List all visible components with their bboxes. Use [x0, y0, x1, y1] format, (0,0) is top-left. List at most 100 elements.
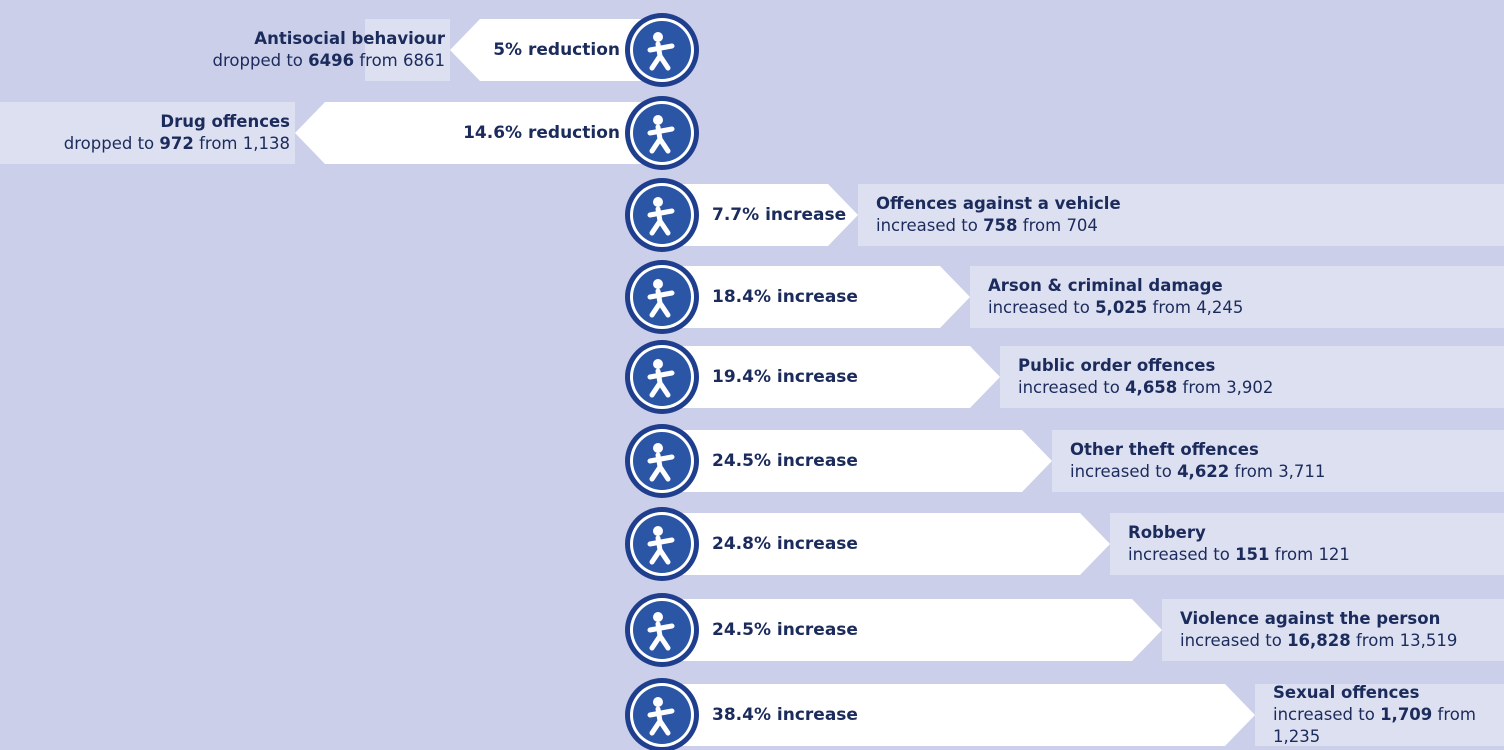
change: 18.4% increase	[712, 287, 858, 307]
previous-count: 6861	[403, 51, 445, 70]
previous-count: 1,235	[1273, 727, 1321, 746]
offence-label: Arson & criminal damage increased to 5,02…	[988, 275, 1500, 319]
icon-figure	[647, 706, 675, 736]
offence-label: Other theft offences increased to 4,622 f…	[1070, 439, 1500, 483]
change: 19.4% increase	[712, 367, 858, 387]
icon-head	[653, 359, 663, 369]
trend: increased to	[1273, 705, 1375, 724]
from-word: from	[1152, 298, 1191, 317]
icon-figure	[647, 368, 675, 398]
trend: increased to	[1128, 545, 1230, 564]
offence-name: Arson & criminal damage	[988, 276, 1223, 295]
trend: dropped to	[63, 134, 155, 153]
from-word: from	[359, 51, 398, 70]
arrow	[295, 102, 662, 164]
from-word: from	[1022, 216, 1062, 235]
label-band	[858, 184, 1504, 246]
icon-head	[653, 697, 663, 707]
label-band	[970, 266, 1504, 328]
offence-name: Antisocial behaviour	[254, 29, 445, 48]
previous-count: 1,138	[242, 134, 290, 153]
offence-detail: dropped to 972 from 1,138	[64, 133, 290, 155]
change: 24.5% increase	[712, 620, 858, 640]
offence-name: Sexual offences	[1273, 683, 1420, 702]
change: 24.8% increase	[712, 534, 858, 554]
label-band	[1162, 599, 1504, 661]
from-word: from	[1356, 631, 1395, 650]
previous-count: 3,711	[1278, 462, 1326, 481]
icon-figure	[647, 206, 675, 236]
previous-count: 13,519	[1399, 631, 1458, 650]
from-word: from	[199, 134, 238, 153]
trend: dropped to	[212, 51, 303, 70]
current-count: 151	[1235, 545, 1270, 564]
offence-detail: dropped to 6496 from 6861	[213, 50, 445, 72]
icon-figure	[647, 288, 675, 318]
icon-head	[653, 612, 663, 622]
icon-figure	[647, 41, 675, 71]
offence-name: Violence against the person	[1180, 609, 1441, 628]
arrow	[662, 684, 1255, 746]
offence-label: Offences against a vehicle increased to 7…	[876, 193, 1500, 237]
current-count: 6496	[308, 51, 355, 70]
trend: increased to	[1018, 378, 1120, 397]
offence-name: Public order offences	[1018, 356, 1216, 375]
current-count: 758	[983, 216, 1018, 235]
offence-label: Violence against the person increased to …	[1180, 608, 1500, 652]
arrow	[662, 599, 1162, 661]
offence-label: Drug offences dropped to 972 from 1,138	[64, 111, 290, 155]
offence-detail: increased to 4,622 from 3,711	[1070, 461, 1500, 483]
offence-name: Robbery	[1128, 523, 1206, 542]
offence-label: Public order offences increased to 4,658 …	[1018, 355, 1500, 399]
offence-detail: increased to 16,828 from 13,519	[1180, 630, 1500, 652]
from-word: from	[1182, 378, 1221, 397]
current-count: 972	[159, 134, 194, 153]
current-count: 5,025	[1095, 298, 1148, 317]
arrow	[662, 513, 1110, 575]
offence-name: Drug offences	[160, 112, 290, 131]
label-band	[0, 102, 295, 164]
current-count: 1,709	[1380, 705, 1433, 724]
current-count: 4,622	[1177, 462, 1230, 481]
offence-name: Other theft offences	[1070, 440, 1259, 459]
arrow	[662, 346, 1000, 408]
change: 14.6% reduction	[463, 123, 620, 143]
arrow	[450, 19, 662, 81]
label-band	[1000, 346, 1504, 408]
icon-figure	[647, 535, 675, 565]
offence-label: Robbery increased to 151 from 121	[1128, 522, 1500, 566]
offence-detail: increased to 151 from 121	[1128, 544, 1500, 566]
arrow	[662, 184, 858, 246]
offence-label: Sexual offences increased to 1,709 from 1…	[1273, 682, 1500, 748]
trend: increased to	[988, 298, 1090, 317]
change: 38.4% increase	[712, 705, 858, 725]
label-band	[365, 19, 450, 81]
previous-count: 121	[1318, 545, 1350, 564]
from-word: from	[1274, 545, 1314, 564]
offence-detail: increased to 4,658 from 3,902	[1018, 377, 1500, 399]
icon-head	[653, 32, 663, 42]
icon-figure	[647, 621, 675, 651]
previous-count: 4,245	[1196, 298, 1244, 317]
arrow	[662, 266, 970, 328]
icon-figure	[647, 124, 675, 154]
icon-head	[653, 197, 663, 207]
icon-head	[653, 526, 663, 536]
change: 5% reduction	[493, 40, 620, 60]
icon-head	[653, 115, 663, 125]
label-band	[1110, 513, 1504, 575]
icon-head	[653, 279, 663, 289]
change: 24.5% increase	[712, 451, 858, 471]
trend: increased to	[1070, 462, 1172, 481]
from-word: from	[1234, 462, 1273, 481]
label-band	[1052, 430, 1504, 492]
offence-name: Offences against a vehicle	[876, 194, 1121, 213]
previous-count: 704	[1066, 216, 1098, 235]
offence-label: Antisocial behaviour dropped to 6496 from…	[213, 28, 445, 72]
offence-detail: increased to 1,709 from 1,235	[1273, 704, 1500, 748]
trend: increased to	[876, 216, 978, 235]
from-word: from	[1437, 705, 1476, 724]
icon-head	[653, 443, 663, 453]
